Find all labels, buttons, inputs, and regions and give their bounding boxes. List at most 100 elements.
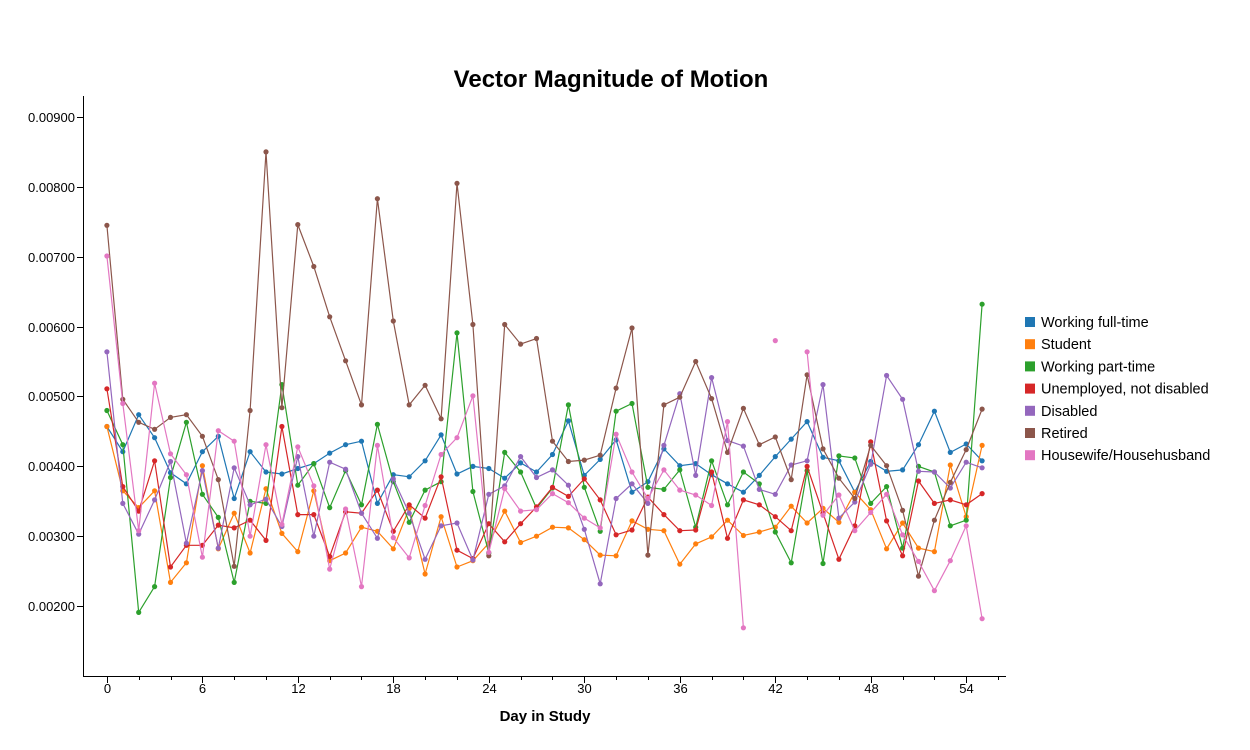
data-point xyxy=(374,421,380,427)
data-point xyxy=(709,375,715,381)
data-point xyxy=(645,484,651,490)
data-point xyxy=(104,222,110,228)
data-point xyxy=(947,449,953,455)
data-point xyxy=(884,372,890,379)
data-point xyxy=(836,515,842,521)
data-point xyxy=(947,497,953,503)
data-point xyxy=(581,457,587,463)
data-point xyxy=(884,484,890,490)
data-point xyxy=(693,541,699,547)
data-point xyxy=(693,527,699,533)
data-point xyxy=(597,452,603,458)
data-point xyxy=(183,412,189,418)
x-axis-label: Day in Study xyxy=(500,708,592,725)
legend-swatch xyxy=(1025,450,1035,461)
data-point xyxy=(629,527,635,533)
data-point xyxy=(422,382,428,388)
data-point xyxy=(199,468,205,474)
data-point xyxy=(565,500,572,506)
data-point xyxy=(374,500,380,506)
data-point xyxy=(661,486,667,492)
data-point xyxy=(247,533,253,539)
data-point xyxy=(629,489,635,495)
data-point xyxy=(565,493,572,499)
data-point xyxy=(502,508,508,514)
data-point xyxy=(788,560,794,566)
data-point xyxy=(724,449,731,455)
data-point xyxy=(804,419,810,425)
data-point xyxy=(884,463,890,469)
legend-item: Disabled xyxy=(1025,404,1097,420)
data-point xyxy=(295,222,301,228)
data-point xyxy=(804,520,810,526)
data-point xyxy=(772,491,778,497)
data-point xyxy=(549,484,556,490)
data-point xyxy=(963,523,969,529)
data-point xyxy=(565,402,572,408)
data-point xyxy=(740,497,747,503)
data-point xyxy=(533,533,540,539)
data-point xyxy=(915,558,922,565)
data-point xyxy=(915,478,922,484)
legend-swatch xyxy=(1025,405,1035,416)
y-tick-label: 0.00200 xyxy=(28,599,75,614)
data-point xyxy=(167,564,174,570)
data-point xyxy=(231,525,237,531)
data-point xyxy=(152,435,158,441)
data-point xyxy=(311,511,317,518)
legend-swatch xyxy=(1025,339,1035,350)
data-point xyxy=(549,451,556,458)
x-tick-label: 30 xyxy=(577,681,591,696)
series-line xyxy=(106,304,983,615)
data-point xyxy=(804,458,810,464)
data-point xyxy=(533,335,540,342)
data-point xyxy=(740,469,747,475)
data-point xyxy=(454,547,460,553)
data-point xyxy=(740,532,747,539)
data-point xyxy=(756,502,762,508)
data-point xyxy=(756,486,762,492)
data-point xyxy=(199,463,205,469)
data-point xyxy=(915,545,922,551)
x-tick-label: 0 xyxy=(104,681,111,696)
data-point xyxy=(788,503,794,509)
data-point xyxy=(549,467,556,473)
data-point xyxy=(502,321,508,328)
data-point xyxy=(104,253,110,259)
data-point xyxy=(486,491,492,497)
data-point xyxy=(438,432,444,438)
data-point xyxy=(358,438,365,444)
data-point xyxy=(709,534,715,540)
data-point xyxy=(979,616,985,622)
data-point xyxy=(836,475,842,481)
data-point xyxy=(724,535,731,541)
data-point xyxy=(772,338,778,344)
data-point xyxy=(597,581,603,587)
data-point xyxy=(661,402,667,408)
data-point xyxy=(804,349,810,355)
data-point xyxy=(677,467,683,473)
data-point xyxy=(518,454,524,460)
data-point xyxy=(374,535,380,541)
data-point xyxy=(549,491,556,497)
data-point xyxy=(772,454,778,460)
data-point xyxy=(915,468,922,474)
data-point xyxy=(152,497,158,503)
data-point xyxy=(454,471,460,477)
data-point xyxy=(136,528,142,534)
series-line xyxy=(106,151,983,579)
x-tick-label: 24 xyxy=(482,681,496,696)
data-point xyxy=(263,496,269,502)
data-point xyxy=(979,491,985,497)
data-point xyxy=(390,546,396,552)
data-point xyxy=(327,314,333,320)
data-point xyxy=(167,458,174,465)
data-point xyxy=(740,489,747,495)
data-point xyxy=(311,483,317,489)
data-point xyxy=(470,393,476,399)
legend-item: Retired xyxy=(1025,426,1088,442)
data-point xyxy=(279,423,285,430)
data-point xyxy=(581,476,587,482)
x-tick-label: 18 xyxy=(386,681,400,696)
